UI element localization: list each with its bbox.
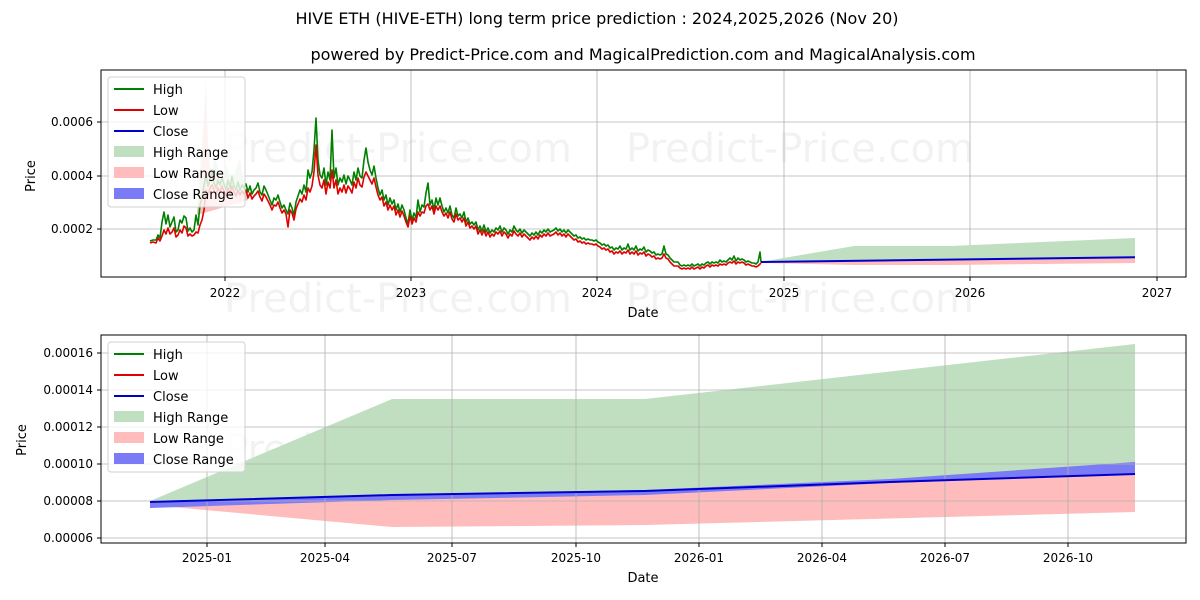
legend-high-range-label: High Range	[153, 146, 228, 161]
svg-text:0.0006: 0.0006	[51, 115, 93, 129]
svg-text:2026-04: 2026-04	[797, 551, 847, 565]
svg-text:2026-07: 2026-07	[920, 551, 970, 565]
svg-text:2022: 2022	[210, 286, 241, 300]
bottom-y-ticks: 0.00016 0.00014 0.00012 0.00010 0.00008 …	[43, 346, 101, 545]
top-y-label: Price	[24, 160, 39, 192]
svg-text:2026-10: 2026-10	[1043, 551, 1093, 565]
svg-text:2025-10: 2025-10	[551, 551, 601, 565]
low-range-area	[150, 473, 1135, 527]
svg-text:0.00008: 0.00008	[43, 494, 93, 508]
legend-low-label: Low	[153, 369, 179, 384]
legend-low-label: Low	[153, 104, 179, 119]
legend-low-range-swatch	[114, 167, 144, 178]
svg-text:2026: 2026	[955, 286, 986, 300]
close-range-area	[150, 462, 1135, 508]
top-legend: High Low Close High Range Low Range Clos…	[107, 76, 246, 208]
bottom-chart: Predict-Price.com Predict-Price.com 0.00…	[15, 334, 1187, 586]
legend-close-range-label: Close Range	[153, 188, 234, 203]
svg-text:0.00012: 0.00012	[43, 420, 93, 434]
legend-high-label: High	[153, 348, 183, 363]
svg-text:2024: 2024	[582, 286, 613, 300]
legend-high-range-swatch	[114, 411, 144, 422]
legend-close-range-label: Close Range	[153, 453, 234, 468]
bottom-y-label: Price	[15, 424, 30, 456]
top-chart: Predict-Price.com Predict-Price.com Pred…	[24, 69, 1187, 322]
legend-low-range-label: Low Range	[153, 432, 224, 447]
close-line	[149, 473, 1136, 503]
watermark: Predict-Price.com	[224, 276, 572, 322]
svg-text:2025-07: 2025-07	[427, 551, 477, 565]
svg-text:2026-01: 2026-01	[674, 551, 724, 565]
watermark: Predict-Price.com	[626, 126, 974, 172]
svg-text:2027: 2027	[1142, 286, 1173, 300]
svg-text:2025-01: 2025-01	[182, 551, 232, 565]
bottom-grid	[101, 335, 1186, 543]
low-line	[149, 144, 762, 270]
legend-high-label: High	[153, 83, 183, 98]
top-x-label: Date	[627, 306, 658, 321]
legend-low-range-swatch	[114, 432, 144, 443]
top-y-ticks: 0.0006 0.0004 0.0002	[51, 115, 101, 236]
svg-text:2025: 2025	[769, 286, 800, 300]
svg-text:2023: 2023	[396, 286, 427, 300]
high-line	[149, 117, 762, 267]
top-grid	[101, 70, 1186, 277]
watermark: Predict-Price.com	[224, 126, 572, 172]
bottom-legend: High Low Close High Range Low Range Clos…	[107, 341, 246, 473]
legend-high-range-label: High Range	[153, 411, 228, 426]
legend-high-range-swatch	[114, 146, 144, 157]
legend-close-range-swatch	[114, 188, 144, 199]
legend-close-label: Close	[153, 125, 188, 140]
top-frame	[100, 69, 1187, 278]
high-range-area	[760, 238, 1135, 262]
legend-close-label: Close	[153, 390, 188, 405]
watermark: Predict-Price.com	[626, 276, 974, 322]
svg-text:0.00010: 0.00010	[43, 457, 93, 471]
svg-text:0.00014: 0.00014	[43, 383, 93, 397]
svg-text:0.0002: 0.0002	[51, 222, 93, 236]
bottom-x-label: Date	[627, 571, 658, 586]
svg-text:0.00006: 0.00006	[43, 531, 93, 545]
chart-subtitle: powered by Predict-Price.com and Magical…	[310, 45, 976, 64]
bottom-x-ticks: 2025-01 2025-04 2025-07 2025-10 2026-01 …	[182, 543, 1093, 565]
legend-low-range-label: Low Range	[153, 167, 224, 182]
svg-text:2025-04: 2025-04	[300, 551, 350, 565]
top-x-ticks: 2022 2023 2024 2025 2026 2027	[210, 277, 1173, 300]
chart-title: HIVE ETH (HIVE-ETH) long term price pred…	[295, 9, 899, 28]
high-range-area	[150, 344, 1135, 501]
legend-close-range-swatch	[114, 453, 144, 464]
svg-text:0.0004: 0.0004	[51, 169, 93, 183]
low-range-area	[760, 258, 1135, 265]
bottom-frame	[100, 334, 1187, 544]
close-line	[760, 256, 1136, 263]
svg-text:0.00016: 0.00016	[43, 346, 93, 360]
